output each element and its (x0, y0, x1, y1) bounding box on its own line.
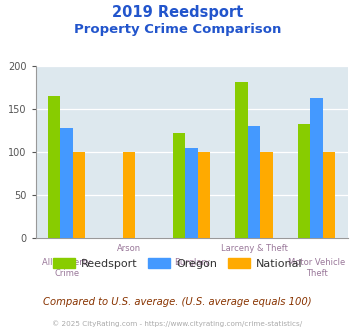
Bar (248, 126, 261, 238)
Text: Compared to U.S. average. (U.S. average equals 100): Compared to U.S. average. (U.S. average … (43, 297, 312, 307)
Text: Burglary: Burglary (174, 258, 210, 267)
Bar (310, 98, 323, 238)
Bar (48, 96, 60, 238)
Text: All Property
Crime: All Property Crime (42, 258, 91, 278)
Bar (73, 152, 86, 238)
Text: © 2025 CityRating.com - https://www.cityrating.com/crime-statistics/: © 2025 CityRating.com - https://www.city… (53, 320, 302, 327)
Bar (123, 152, 136, 238)
Text: Motor Vehicle
Theft: Motor Vehicle Theft (288, 258, 345, 278)
Bar (60, 128, 73, 238)
Text: Property Crime Comparison: Property Crime Comparison (74, 23, 281, 36)
Bar (185, 148, 198, 238)
Text: 2019 Reedsport: 2019 Reedsport (112, 5, 243, 20)
Text: Arson: Arson (117, 245, 141, 253)
Legend: Reedsport, Oregon, National: Reedsport, Oregon, National (48, 254, 307, 273)
Bar (173, 133, 185, 238)
Bar (198, 152, 211, 238)
Bar (298, 124, 310, 238)
Bar (323, 152, 335, 238)
Bar (235, 82, 248, 238)
Text: Larceny & Theft: Larceny & Theft (221, 245, 288, 253)
Bar (261, 152, 273, 238)
